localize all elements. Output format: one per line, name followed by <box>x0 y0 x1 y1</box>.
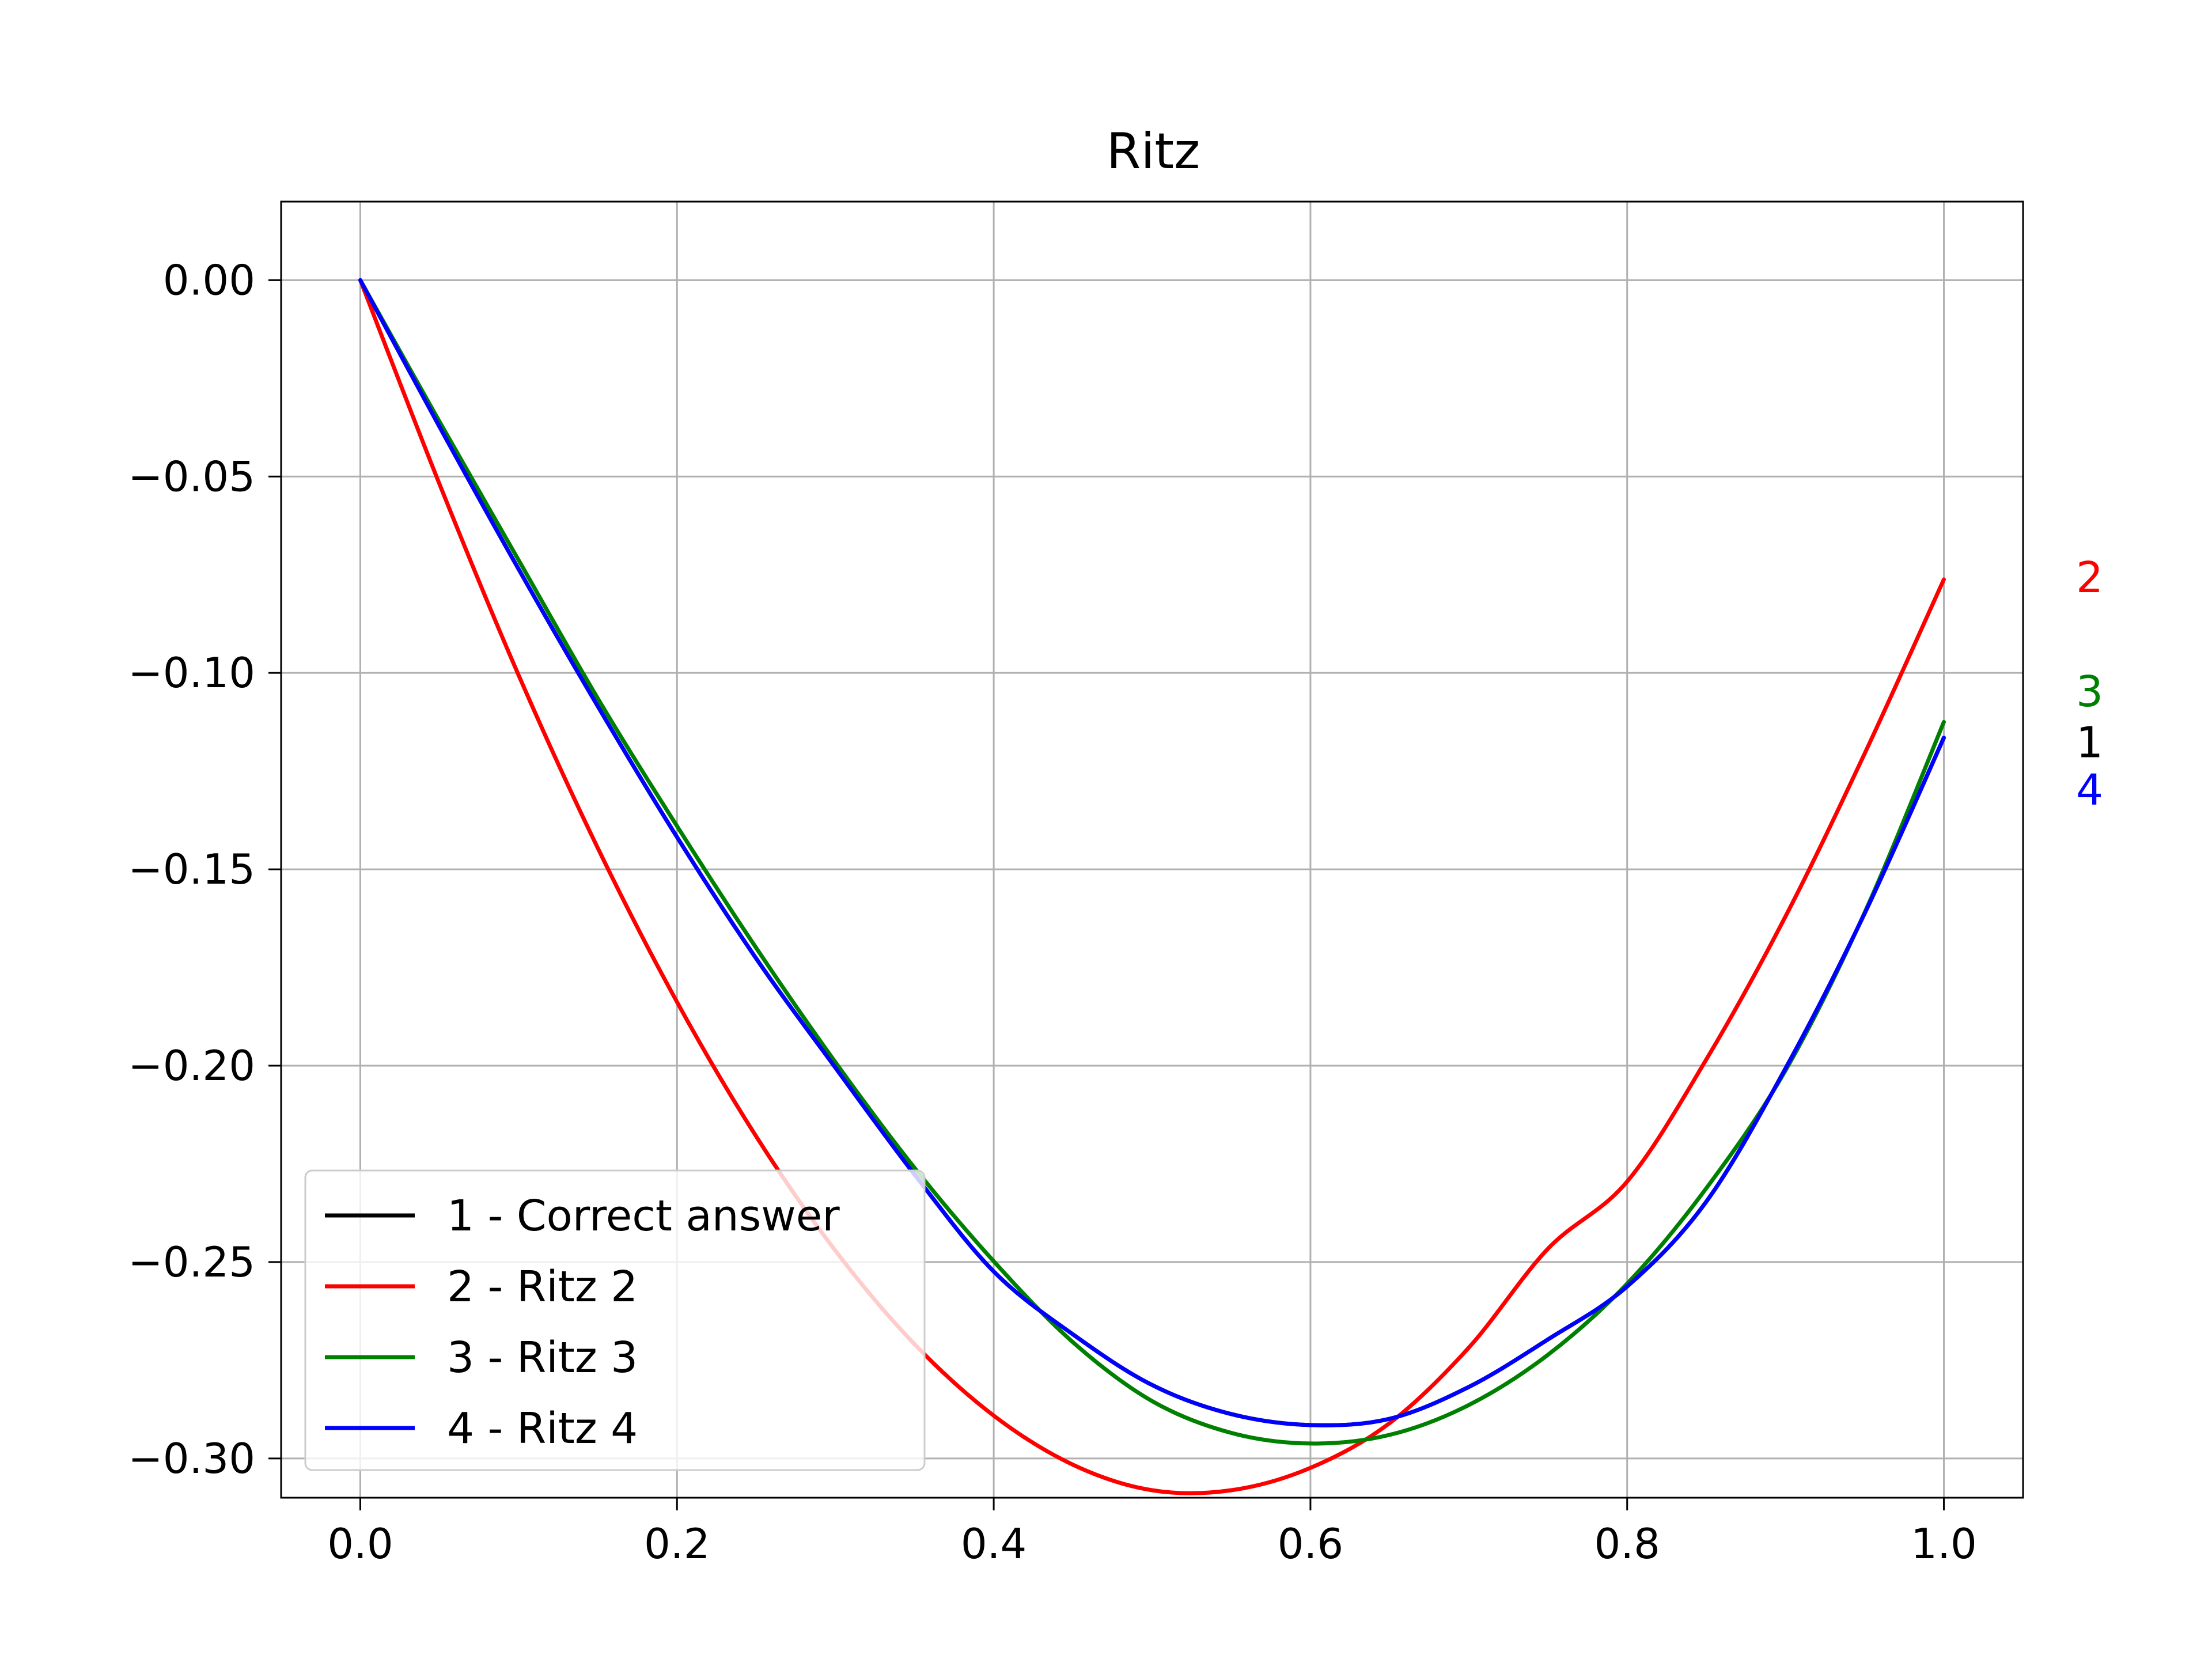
series-line-2 <box>358 278 1946 1495</box>
axis-ticks: 0.0 0.2 0.4 0.6 0.8 1.0 0.00 −0.05 −0.10 −0.15 −0.… <box>128 256 1976 1568</box>
x-tick-label: 0.0 <box>327 1520 393 1568</box>
y-tick-label: 0.00 <box>163 256 255 304</box>
series-end-label-4: 4 <box>2076 765 2103 815</box>
y-tick-label: −0.20 <box>128 1041 255 1090</box>
x-tick-label: 1.0 <box>1911 1520 1977 1568</box>
series-line-4 <box>358 278 1946 1427</box>
plot-area-frame <box>280 200 2024 1499</box>
x-tick-label: 0.2 <box>644 1520 710 1568</box>
x-tick-label: 0.4 <box>961 1520 1027 1568</box>
legend: 1 - Correct answer 2 - Ritz 2 3 - Ritz 3 4 … <box>304 1169 926 1471</box>
y-tick-label: −0.10 <box>128 649 255 697</box>
series-line-3 <box>358 278 1946 1446</box>
series-end-labels: 1 2 3 4 <box>2076 553 2103 815</box>
x-tick-label: 0.6 <box>1278 1520 1344 1568</box>
legend-box <box>304 1169 926 1471</box>
series-lines <box>358 278 1946 1495</box>
chart-title: Ritz <box>1107 123 1200 180</box>
series-end-label-1: 1 <box>2076 718 2103 768</box>
legend-label-4: 4 - Ritz 4 <box>447 1404 638 1453</box>
grid <box>281 202 2023 1498</box>
y-tick-label: −0.30 <box>128 1434 255 1483</box>
y-tick-label: −0.05 <box>128 452 255 501</box>
series-end-label-3: 3 <box>2076 667 2103 717</box>
series-end-label-2: 2 <box>2076 553 2103 603</box>
legend-label-2: 2 - Ritz 2 <box>447 1262 638 1312</box>
y-tick-label: −0.25 <box>128 1238 255 1286</box>
legend-label-1: 1 - Correct answer <box>447 1191 840 1241</box>
legend-label-3: 3 - Ritz 3 <box>447 1333 638 1382</box>
x-tick-label: 0.8 <box>1594 1520 1660 1568</box>
y-tick-label: −0.15 <box>128 845 255 893</box>
